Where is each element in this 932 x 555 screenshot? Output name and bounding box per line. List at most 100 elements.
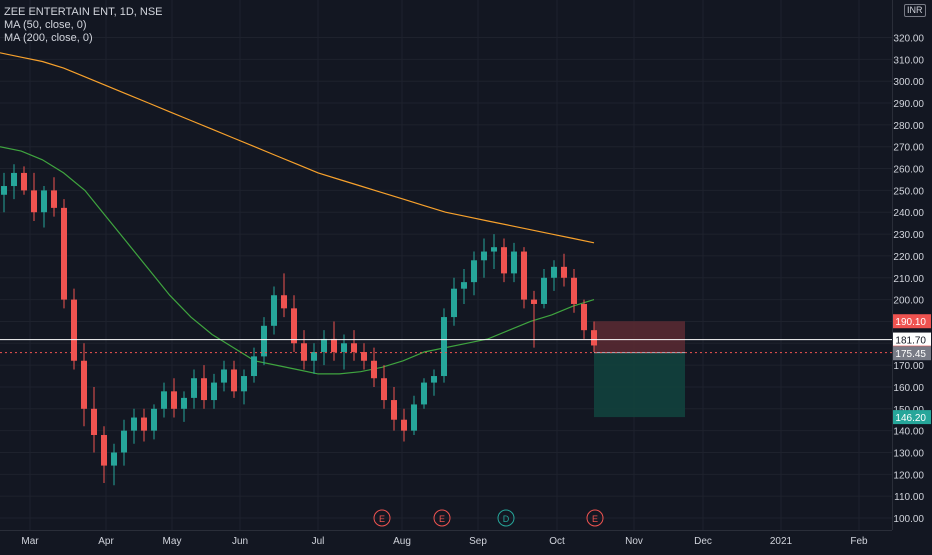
candle-body xyxy=(141,417,147,431)
currency-badge[interactable]: INR xyxy=(904,4,926,17)
candle-body xyxy=(211,382,217,401)
candle-body xyxy=(261,325,267,357)
ma200-series xyxy=(0,52,595,244)
price-tick-label: 260.00 xyxy=(893,165,924,176)
price-tick-label: 160.00 xyxy=(893,383,924,394)
candle-body xyxy=(541,277,547,304)
candle-body xyxy=(151,408,157,431)
price-tick-label: 230.00 xyxy=(893,230,924,241)
candle-body xyxy=(571,277,577,304)
ma50-line xyxy=(0,146,595,375)
candles xyxy=(1,164,597,486)
candle-body xyxy=(271,295,277,326)
candle-body xyxy=(81,360,87,409)
earnings-marker-label: E xyxy=(592,514,598,524)
candle-body xyxy=(391,400,397,420)
candle-body xyxy=(221,369,227,383)
dividend-marker xyxy=(497,509,515,527)
candle-body xyxy=(301,343,307,361)
price-tick-label: 290.00 xyxy=(893,99,924,110)
risk-reward-zones xyxy=(594,321,685,418)
candle-body xyxy=(91,408,97,436)
price-tick-label: 110.00 xyxy=(894,492,924,503)
candle-body xyxy=(411,404,417,431)
time-axis-labels: Mar Apr May Jun Jul Aug Sep Oct Nov Dec 2021 Feb xyxy=(21,536,868,547)
time-tick-label: Apr xyxy=(98,536,114,547)
time-tick-label: Jul xyxy=(312,536,325,547)
candle-body xyxy=(51,190,57,208)
earnings-marker-label: E xyxy=(439,514,445,524)
price-badge xyxy=(893,332,931,347)
candle-body xyxy=(71,299,77,361)
price-badge-label: 146.20 xyxy=(895,413,926,424)
price-tick-label: 310.00 xyxy=(893,55,924,66)
candle-body xyxy=(231,369,237,392)
target-zone xyxy=(594,352,685,418)
candle-body xyxy=(321,338,327,353)
candle-body xyxy=(11,172,17,187)
candle-body xyxy=(561,266,567,278)
candle-body xyxy=(471,260,477,283)
candle-body xyxy=(371,360,377,379)
candle-body xyxy=(331,338,337,353)
candle-body xyxy=(481,251,487,261)
candle-body xyxy=(421,382,427,405)
candle-body xyxy=(181,397,187,409)
price-tick-label: 140.00 xyxy=(893,427,924,438)
candle-body xyxy=(21,172,27,191)
candle-body xyxy=(241,376,247,392)
candle-body xyxy=(31,190,37,213)
price-tick-label: 280.00 xyxy=(893,121,924,132)
price-badge-label: 175.45 xyxy=(895,349,926,360)
candle-body xyxy=(381,378,387,401)
candle-body xyxy=(281,295,287,309)
candle-body xyxy=(251,356,257,377)
candle-body xyxy=(461,282,467,289)
candle-body xyxy=(441,317,447,377)
price-tick-label: 130.00 xyxy=(893,448,924,459)
candle-body xyxy=(551,266,557,278)
candle-body xyxy=(521,251,527,300)
price-tick-label: 270.00 xyxy=(893,143,924,154)
candle-body xyxy=(291,308,297,344)
dividend-marker-label: D xyxy=(503,514,510,524)
earnings-marker-label: E xyxy=(379,514,385,524)
candle-body xyxy=(41,190,47,213)
time-tick-label: Aug xyxy=(393,536,411,547)
stop-loss-zone xyxy=(594,321,685,353)
candle-body xyxy=(491,247,497,252)
time-tick-label: Sep xyxy=(469,536,487,547)
price-tick-label: 120.00 xyxy=(893,470,924,481)
price-tick-label: 200.00 xyxy=(893,296,924,307)
price-tick-label: 210.00 xyxy=(893,274,924,285)
time-tick-label: Dec xyxy=(694,536,712,547)
candle-body xyxy=(431,376,437,383)
price-badge-label: 190.10 xyxy=(895,317,926,328)
candle-body xyxy=(341,343,347,353)
price-tick-label: 220.00 xyxy=(893,252,924,263)
time-scale[interactable] xyxy=(0,530,892,551)
price-badge xyxy=(893,314,931,329)
candle-body xyxy=(101,435,107,466)
candle-body xyxy=(191,378,197,398)
earnings-marker xyxy=(433,509,451,527)
grid xyxy=(0,0,892,530)
candle-body xyxy=(111,452,117,466)
price-tick-label: 240.00 xyxy=(893,208,924,219)
ma200-line xyxy=(0,52,595,244)
candle-body xyxy=(591,330,597,346)
candle-body xyxy=(581,303,587,331)
price-badge-label: 181.70 xyxy=(895,336,926,347)
candle-body xyxy=(311,352,317,361)
earnings-marker xyxy=(373,509,391,527)
price-tick-label: 100.00 xyxy=(893,514,924,525)
price-scale[interactable] xyxy=(892,0,932,530)
candle-body xyxy=(1,186,7,195)
candle-body xyxy=(121,430,127,453)
earnings-marker xyxy=(586,509,604,527)
candle-body xyxy=(401,419,407,431)
candle-body xyxy=(361,352,367,361)
